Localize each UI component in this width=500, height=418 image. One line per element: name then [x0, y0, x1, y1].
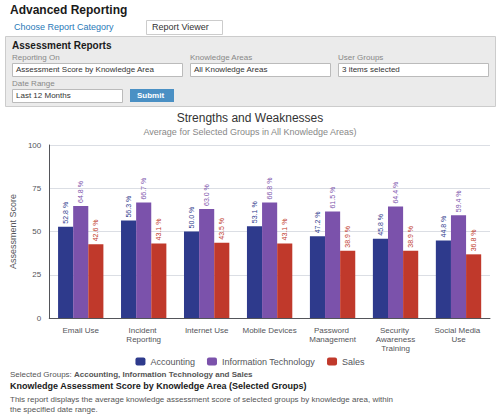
svg-text:Knowledge Assessment Score by: Knowledge Assessment Score by Knowledge … — [10, 381, 306, 391]
svg-text:Social Media: Social Media — [435, 326, 483, 335]
svg-text:This report displays the avera: This report displays the average knowled… — [10, 395, 395, 404]
svg-text:47.2 %: 47.2 % — [314, 212, 321, 234]
svg-text:Average for Selected Groups in: Average for Selected Groups in All Knowl… — [144, 127, 357, 137]
svg-text:43.5 %: 43.5 % — [218, 218, 225, 240]
svg-text:59.4 %: 59.4 % — [455, 190, 462, 212]
svg-text:Strengths and Weaknesses: Strengths and Weaknesses — [177, 111, 324, 125]
svg-text:All Knowledge Areas: All Knowledge Areas — [194, 65, 267, 74]
svg-text:User Groups: User Groups — [338, 53, 383, 62]
svg-text:Security: Security — [380, 326, 411, 335]
svg-text:Report Viewer: Report Viewer — [152, 22, 209, 32]
svg-text:Training: Training — [381, 344, 410, 353]
svg-text:Use: Use — [451, 335, 466, 344]
svg-text:36.8 %: 36.8 % — [470, 230, 477, 252]
svg-text:38.9 %: 38.9 % — [407, 226, 414, 248]
svg-text:Assessment Score: Assessment Score — [8, 194, 18, 269]
svg-text:56.3 %: 56.3 % — [125, 196, 132, 218]
svg-text:45.8 %: 45.8 % — [377, 214, 384, 236]
svg-text:64.4 %: 64.4 % — [392, 182, 399, 204]
svg-text:Reporting On: Reporting On — [12, 53, 60, 62]
svg-text:Knowledge Areas: Knowledge Areas — [190, 53, 252, 62]
svg-text:38.9 %: 38.9 % — [344, 226, 351, 248]
svg-text:64.8 %: 64.8 % — [77, 181, 84, 203]
svg-text:Submit: Submit — [137, 91, 164, 100]
svg-text:43.1 %: 43.1 % — [281, 219, 288, 241]
svg-text:Last 12 Months: Last 12 Months — [16, 91, 71, 100]
svg-text:Choose Report Category: Choose Report Category — [14, 22, 114, 32]
svg-text:66.7 %: 66.7 % — [140, 178, 147, 200]
svg-text:53.1 %: 53.1 % — [251, 201, 258, 223]
svg-text:Mobile Devices: Mobile Devices — [242, 326, 296, 335]
svg-text:3 items selected: 3 items selected — [342, 65, 400, 74]
svg-text:Date Range: Date Range — [12, 79, 55, 88]
svg-text:Information Technology: Information Technology — [222, 357, 315, 367]
svg-text:Accounting, Information Techno: Accounting, Information Technology and S… — [74, 370, 253, 379]
svg-text:100: 100 — [28, 141, 42, 150]
svg-text:Awareness: Awareness — [376, 335, 415, 344]
svg-text:50.0 %: 50.0 % — [188, 207, 195, 229]
svg-text:the specified date range.: the specified date range. — [10, 405, 98, 414]
svg-text:61.5 %: 61.5 % — [329, 187, 336, 209]
svg-text:Email Use: Email Use — [63, 326, 100, 335]
svg-text:52.8 %: 52.8 % — [62, 202, 69, 224]
svg-text:Advanced Reporting: Advanced Reporting — [10, 3, 127, 17]
svg-text:63.0 %: 63.0 % — [203, 184, 210, 206]
svg-text:Reporting: Reporting — [126, 335, 161, 344]
svg-text:25: 25 — [32, 270, 41, 279]
svg-text:Incident: Incident — [129, 326, 159, 335]
svg-text:43.1 %: 43.1 % — [155, 219, 162, 241]
svg-text:44.8 %: 44.8 % — [440, 216, 447, 238]
svg-text:Accounting: Accounting — [150, 357, 195, 367]
svg-text:Internet Use: Internet Use — [185, 326, 229, 335]
svg-text:Assessment Score by Knowledge: Assessment Score by Knowledge Area — [16, 65, 154, 74]
svg-text:75: 75 — [32, 184, 41, 193]
svg-text:Assessment Reports: Assessment Reports — [12, 40, 112, 51]
svg-text:Selected Groups:: Selected Groups: — [10, 370, 74, 379]
svg-text:50: 50 — [32, 227, 41, 236]
svg-text:Management: Management — [309, 335, 356, 344]
svg-text:Password: Password — [314, 326, 351, 335]
svg-text:42.6 %: 42.6 % — [92, 220, 99, 242]
svg-text:66.8 %: 66.8 % — [266, 178, 273, 200]
svg-text:Sales: Sales — [342, 357, 365, 367]
svg-text:0: 0 — [37, 314, 42, 323]
